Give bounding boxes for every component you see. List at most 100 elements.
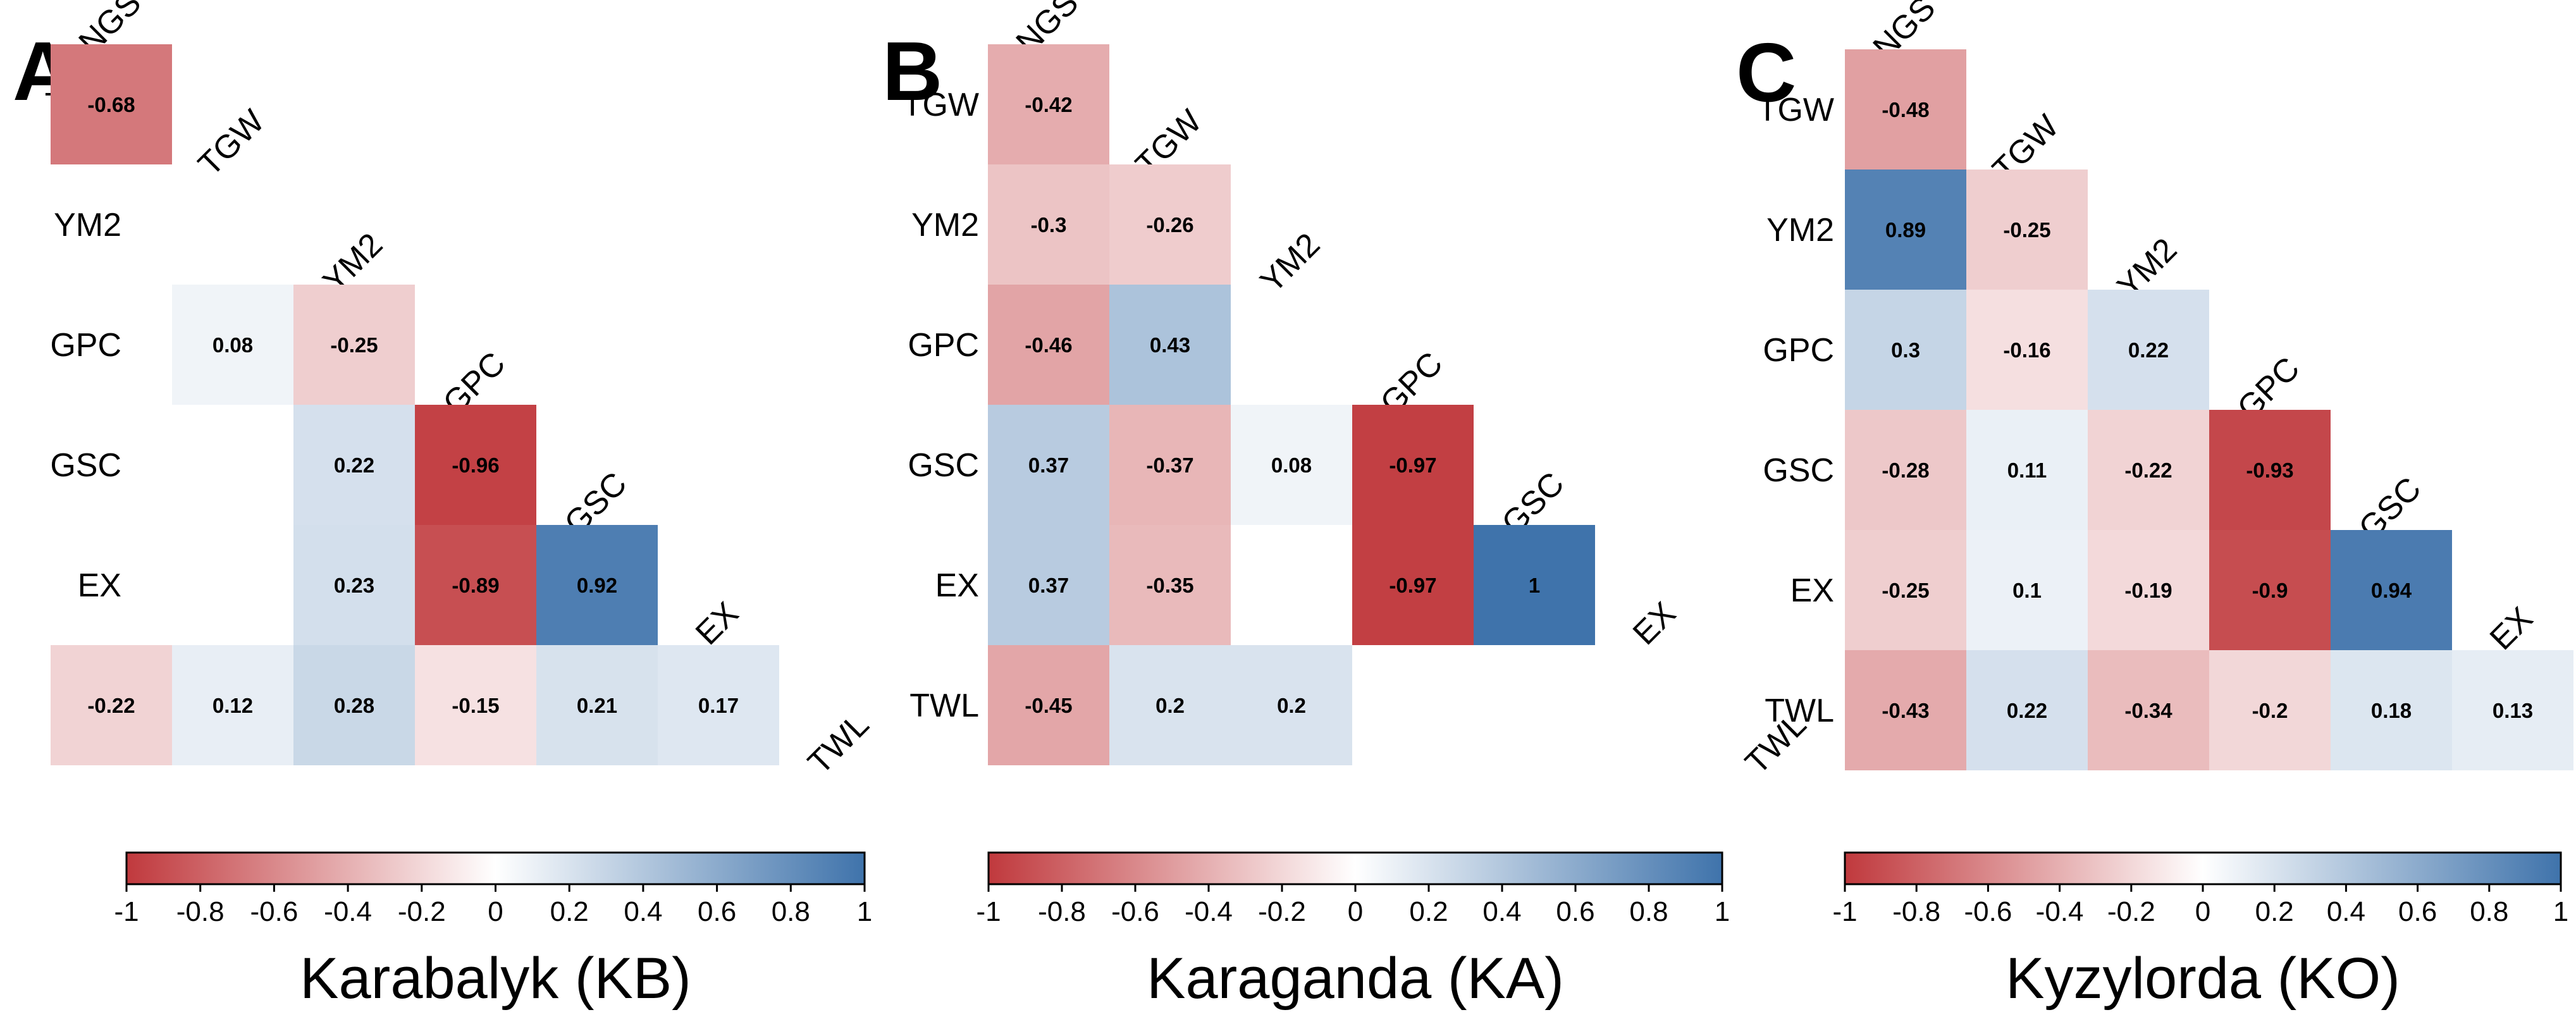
- heatmap-cell: [2088, 290, 2209, 410]
- cell-value-label: -0.2: [2252, 699, 2288, 722]
- cell-value-label: -0.16: [2003, 338, 2050, 362]
- colorbar-tick-label: 0: [2195, 896, 2210, 927]
- colorbar-tick-label: -0.8: [176, 896, 225, 927]
- heatmap-cell: [2209, 410, 2331, 530]
- panel-a: ATGWYM2GPCGSCEXTWLNGSTGWYM2GPCGSCEXTWL-0…: [13, 0, 876, 1011]
- colorbar-tick-label: 0.8: [772, 896, 810, 927]
- heatmap-cell: [293, 645, 415, 765]
- heatmap-cell: [988, 645, 1109, 765]
- column-label: TGW: [192, 103, 272, 183]
- heatmap-cell: [1845, 410, 1966, 530]
- heatmap-cell: [1845, 49, 1966, 170]
- cell-value-label: 0.2: [1156, 694, 1185, 717]
- colorbar-tick-label: 1: [2553, 896, 2568, 927]
- heatmap-cell: [536, 645, 658, 765]
- cell-value-label: 0.12: [213, 694, 253, 717]
- heatmap-cell: [988, 525, 1109, 645]
- heatmap-cell: [1845, 170, 1966, 290]
- cell-value-label: 0.2: [1277, 694, 1306, 717]
- cell-value-label: -0.22: [87, 694, 135, 717]
- cell-value-label: -0.15: [452, 694, 499, 717]
- panel-b: BTGWYM2GPCGSCEXTWLNGSTGWYM2GPCGSCEXTWL-0…: [882, 0, 1813, 1011]
- heatmap-cell: [988, 285, 1109, 405]
- row-label: GPC: [50, 327, 121, 364]
- heatmap-cell: [1231, 405, 1352, 525]
- colorbar-tick-label: 0.6: [2398, 896, 2437, 927]
- cell-value-label: -0.22: [2124, 459, 2172, 482]
- cell-value-label: -0.25: [2003, 218, 2050, 242]
- colorbar: [987, 851, 1723, 885]
- cell-value-label: 1: [1529, 574, 1540, 597]
- row-label: YM2: [54, 207, 121, 243]
- cell-value-label: 0.89: [1885, 218, 1926, 242]
- cell-value-label: 0.17: [698, 694, 739, 717]
- colorbar-tick-label: -0.8: [1038, 896, 1086, 927]
- heatmap-cell: [51, 645, 172, 765]
- cell-value-label: -0.96: [452, 453, 499, 477]
- colorbar-tick-label: 0.8: [2470, 896, 2508, 927]
- row-label: GPC: [1763, 332, 1834, 369]
- heatmap-cell: [1966, 290, 2088, 410]
- heatmap-cell: [172, 645, 293, 765]
- heatmap-cell: [536, 525, 658, 645]
- cell-value-label: 0.23: [334, 574, 374, 597]
- cell-value-label: -0.93: [2246, 459, 2293, 482]
- panel-title: Kyzylorda (KO): [2006, 946, 2400, 1011]
- cell-value-label: 0.08: [213, 333, 253, 357]
- cell-value-label: 0.28: [334, 694, 374, 717]
- cell-value-label: -0.26: [1146, 213, 1193, 237]
- cell-value-label: 0.08: [1271, 453, 1312, 477]
- heatmap-cell: [1966, 410, 2088, 530]
- cell-value-label: -0.25: [330, 333, 378, 357]
- row-label: GSC: [50, 447, 121, 484]
- heatmap-cell: [2088, 410, 2209, 530]
- cell-value-label: -0.19: [2124, 579, 2172, 602]
- colorbar-tick-label: -1: [114, 896, 139, 927]
- cell-value-label: 0.43: [1150, 333, 1190, 357]
- colorbar-tick-label: 0.2: [2255, 896, 2294, 927]
- colorbar-tick-label: 0.6: [698, 896, 736, 927]
- heatmap-cell: [988, 164, 1109, 285]
- colorbar-tick-label: 0: [1348, 896, 1363, 927]
- cell-value-label: 0.21: [577, 694, 617, 717]
- colorbar-tick-label: -0.2: [398, 896, 446, 927]
- cell-value-label: -0.46: [1025, 333, 1072, 357]
- heatmap-cell: [293, 285, 415, 405]
- cell-value-label: -0.68: [87, 93, 135, 116]
- cell-value-label: 0.1: [2012, 579, 2042, 602]
- heatmap-cell: [172, 285, 293, 405]
- colorbar-tick-label: -0.2: [1258, 896, 1306, 927]
- colorbar: [1844, 851, 2562, 885]
- cell-value-label: -0.35: [1146, 574, 1193, 597]
- panel-title: Karabalyk (KB): [300, 946, 691, 1011]
- cell-value-label: 0.18: [2371, 699, 2412, 722]
- cell-value-label: 0.13: [2493, 699, 2533, 722]
- heatmap-cell: [658, 645, 779, 765]
- colorbar-tick-label: -1: [1832, 896, 1857, 927]
- cell-value-label: 0.37: [1028, 574, 1069, 597]
- column-label: EX: [2483, 600, 2540, 657]
- panel-letter: C: [1736, 26, 1796, 119]
- cell-value-label: -0.97: [1389, 453, 1436, 477]
- row-label: GSC: [1763, 452, 1834, 489]
- row-label: GSC: [908, 447, 979, 484]
- colorbar-tick-label: -0.6: [1111, 896, 1159, 927]
- cell-value-label: -0.97: [1389, 574, 1436, 597]
- column-label: EX: [689, 595, 746, 652]
- heatmap-cell: [415, 525, 536, 645]
- colorbar-tick-label: -0.4: [1185, 896, 1233, 927]
- cell-value-label: 0.37: [1028, 453, 1069, 477]
- colorbar-tick-label: -0.6: [250, 896, 298, 927]
- row-label: TWL: [1765, 693, 1834, 729]
- cell-value-label: 0.11: [2007, 459, 2047, 482]
- row-label: YM2: [911, 207, 979, 243]
- heatmap-cell: [1966, 650, 2088, 770]
- colorbar-tick-label: -0.4: [324, 896, 372, 927]
- heatmap-cell: [1966, 170, 2088, 290]
- cell-value-label: -0.42: [1025, 93, 1072, 116]
- colorbar-tick-label: 0.2: [550, 896, 589, 927]
- colorbar-tick-label: 0.8: [1629, 896, 1668, 927]
- row-label: TWL: [909, 687, 979, 724]
- column-label: EX: [1626, 595, 1683, 652]
- panel-title: Karaganda (KA): [1147, 946, 1564, 1011]
